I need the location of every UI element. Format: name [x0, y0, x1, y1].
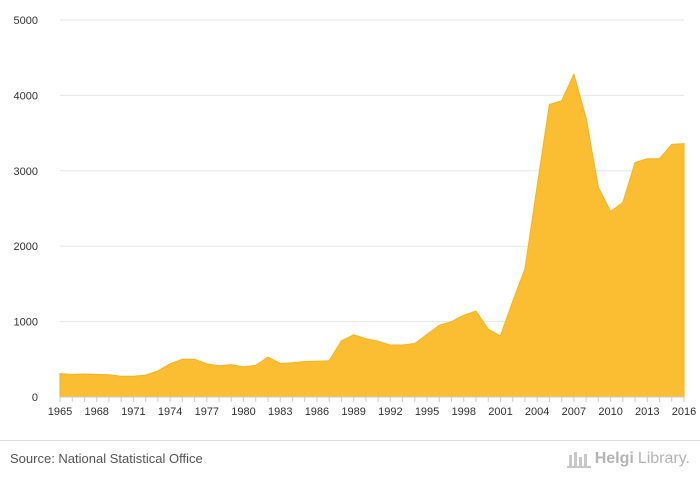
x-tick-label: 2007	[562, 406, 586, 418]
y-tick-label: 2000	[14, 241, 38, 253]
library-logo-icon	[566, 452, 591, 468]
footer: Source: National Statistical Office Helg…	[0, 440, 700, 484]
series-area	[59, 72, 685, 398]
x-tick-label: 1971	[121, 406, 145, 418]
x-tick-label: 1980	[231, 406, 255, 418]
x-tick-label: 1998	[452, 406, 476, 418]
x-tick-label: 1983	[268, 406, 292, 418]
y-axis: 0 1000 2000 3000 4000 5000	[14, 15, 38, 404]
y-tick-label: 0	[32, 392, 38, 404]
x-tick-label: 2004	[525, 406, 549, 418]
x-tick-label: 1986	[305, 406, 329, 418]
brand-name-part1: Helgi	[594, 450, 634, 467]
x-tick-label: 1968	[84, 406, 108, 418]
x-tick-label: 1977	[195, 406, 219, 418]
x-tick-label: 2016	[672, 406, 696, 418]
y-tick-label: 5000	[14, 15, 38, 27]
y-tick-label: 4000	[14, 90, 38, 102]
x-tick-label: 1965	[48, 406, 72, 418]
y-tick-label: 3000	[14, 166, 38, 178]
x-axis: 1965 1968 1971 1974 1977 1980 1983 1986 1989 1992…	[48, 397, 696, 418]
source-note: Source: National Statistical Office	[10, 451, 203, 466]
brand-name-part2: Library.	[637, 450, 690, 467]
x-tick-label: 1995	[415, 406, 439, 418]
brand-logo[interactable]: Helgi Library.	[566, 449, 690, 469]
x-tick-label: 1974	[158, 406, 182, 418]
x-tick-label: 1992	[378, 406, 402, 418]
x-tick-label: 1989	[341, 406, 365, 418]
x-tick-label: 2010	[598, 406, 622, 418]
x-tick-label: 2013	[635, 406, 659, 418]
y-tick-label: 1000	[14, 317, 38, 329]
x-tick-label: 2001	[488, 406, 512, 418]
